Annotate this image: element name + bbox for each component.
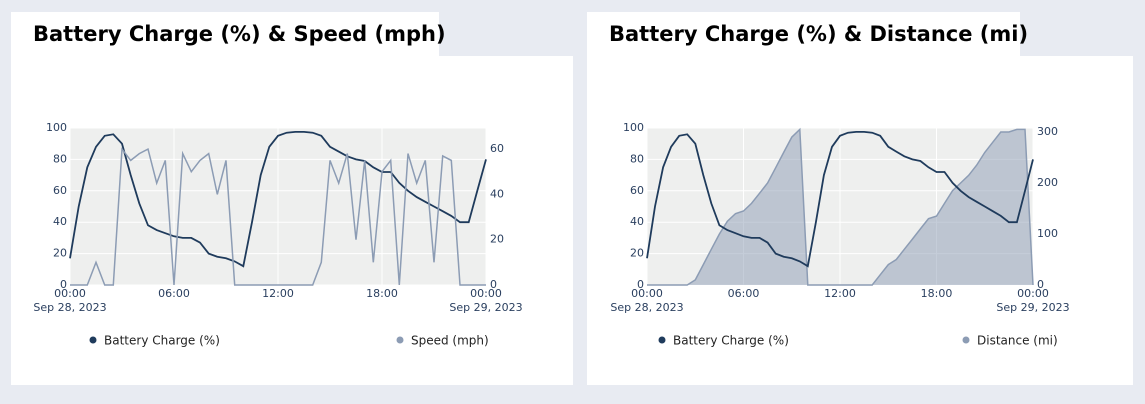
panel-tab — [11, 12, 439, 58]
legend-marker — [89, 336, 97, 344]
x-tick-label: 00:00 Sep 29, 2023 — [996, 287, 1069, 314]
y-tick-label: 80 — [630, 152, 644, 165]
legend-marker — [962, 336, 970, 344]
series-line — [647, 127, 1034, 286]
x-tick-label: 06:00 — [728, 287, 760, 300]
y-tick-label: 80 — [53, 152, 67, 165]
y-tick-label: 0 — [637, 278, 644, 291]
legend-label: Battery Charge (%) — [104, 334, 220, 348]
x-tick-label: 18:00 — [366, 287, 398, 300]
y-tick-label: 40 — [630, 215, 644, 228]
panel-tab — [587, 12, 1020, 58]
series-line — [69, 131, 487, 268]
y2-tick-label: 200 — [1037, 176, 1058, 189]
y-tick-label: 60 — [53, 184, 67, 197]
x-tick-label: 12:00 — [824, 287, 856, 300]
y-tick-label: 20 — [53, 247, 67, 260]
y-tick-label: 60 — [630, 184, 644, 197]
x-tick-label: 00:00 Sep 28, 2023 — [610, 287, 683, 314]
legend-marker — [658, 336, 666, 344]
y2-tick-label: 60 — [490, 142, 504, 155]
series-line — [646, 131, 1034, 268]
y-tick-label: 0 — [60, 278, 67, 291]
legend-label: Distance (mi) — [977, 334, 1058, 348]
y2-tick-label: 300 — [1037, 125, 1058, 138]
x-tick-label: 00:00 Sep 28, 2023 — [33, 287, 106, 314]
x-tick-label: 00:00 Sep 29, 2023 — [449, 287, 522, 314]
legend-marker — [396, 336, 404, 344]
y-tick-label: 40 — [53, 215, 67, 228]
series-line — [70, 147, 486, 286]
x-tick-label: 18:00 — [921, 287, 953, 300]
y2-tick-label: 20 — [490, 233, 504, 246]
y2-tick-label: 40 — [490, 187, 504, 200]
y2-tick-label: 0 — [490, 278, 497, 291]
area-fill — [647, 129, 1033, 285]
x-tick-label: 06:00 — [158, 287, 190, 300]
x-tick-label: 12:00 — [262, 287, 294, 300]
y-tick-label: 100 — [623, 121, 644, 134]
legend-label: Speed (mph) — [411, 334, 489, 348]
y-tick-label: 100 — [46, 121, 67, 134]
y2-tick-label: 100 — [1037, 227, 1058, 240]
y2-tick-label: 0 — [1037, 278, 1044, 291]
legend-label: Battery Charge (%) — [673, 334, 789, 348]
chart-title: Battery Charge (%) & Speed (mph) — [33, 22, 446, 46]
chart-title: Battery Charge (%) & Distance (mi) — [609, 22, 1028, 46]
y-tick-label: 20 — [630, 247, 644, 260]
